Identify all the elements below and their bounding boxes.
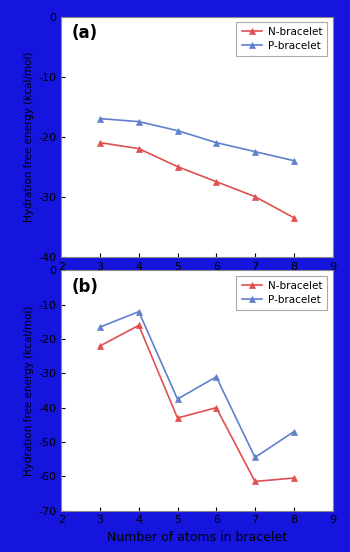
X-axis label: Number of atoms in bracelet: Number of atoms in bracelet [107,531,287,544]
Legend: N-bracelet, P-bracelet: N-bracelet, P-bracelet [236,22,327,56]
Text: (a): (a) [72,24,98,42]
Y-axis label: Hydration free energy (kcal/mol): Hydration free energy (kcal/mol) [24,305,34,476]
Legend: N-bracelet, P-bracelet: N-bracelet, P-bracelet [236,275,327,310]
Y-axis label: Hydration free energy (kcal/mol): Hydration free energy (kcal/mol) [24,51,34,222]
Text: (b): (b) [72,278,99,296]
